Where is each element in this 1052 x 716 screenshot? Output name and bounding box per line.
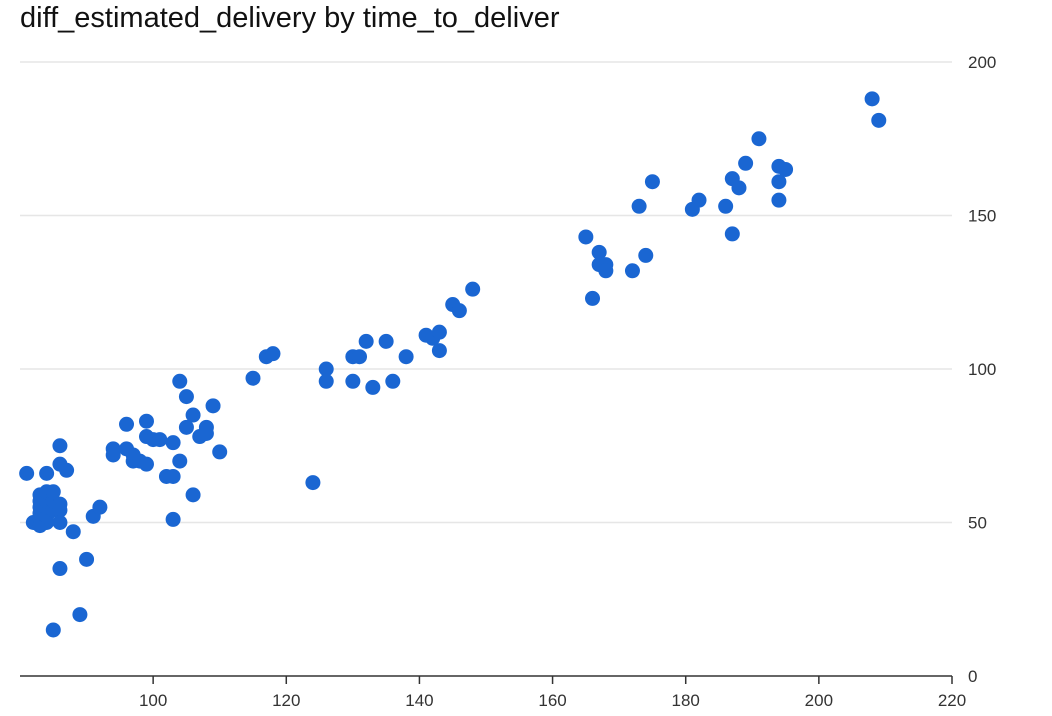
data-point [731, 180, 747, 196]
y-tick-label-0: 0 [968, 667, 977, 686]
data-point [205, 398, 221, 414]
data-point [165, 468, 181, 484]
data-point [598, 263, 614, 279]
data-point [644, 174, 660, 190]
data-point [59, 462, 75, 478]
y-axis-tick-labels: 0 50 100 150 200 [968, 53, 996, 686]
data-point [152, 432, 168, 448]
data-point [198, 425, 214, 441]
data-point [165, 435, 181, 451]
data-point [771, 174, 787, 190]
chart-title: diff_estimated_delivery by time_to_deliv… [20, 2, 560, 34]
data-point [52, 438, 68, 454]
data-point [352, 349, 368, 365]
data-points [19, 91, 887, 638]
data-point [105, 447, 121, 463]
data-point [178, 389, 194, 405]
data-point [431, 343, 447, 359]
data-point [431, 324, 447, 340]
x-tick-label-120: 120 [272, 691, 300, 710]
data-point [778, 161, 794, 177]
data-point [345, 373, 361, 389]
data-point [212, 444, 228, 460]
data-point [79, 551, 95, 567]
data-point [624, 263, 640, 279]
data-point [45, 484, 61, 500]
x-tick-label-100: 100 [139, 691, 167, 710]
data-point [691, 192, 707, 208]
data-point [318, 361, 334, 377]
gridlines [20, 61, 952, 524]
y-tick-label-50: 50 [968, 514, 987, 533]
data-point [638, 247, 654, 263]
data-point [465, 281, 481, 297]
data-point [178, 419, 194, 435]
data-point [138, 456, 154, 472]
data-point [585, 290, 601, 306]
x-tick-label-200: 200 [805, 691, 833, 710]
data-point [738, 155, 754, 171]
data-point [591, 244, 607, 260]
data-point [52, 515, 68, 530]
y-tick-label-200: 200 [968, 53, 996, 72]
data-point [305, 475, 321, 491]
data-point [119, 416, 135, 432]
data-point [52, 561, 68, 577]
data-point [39, 465, 55, 481]
data-point [72, 607, 88, 623]
x-tick-label-160: 160 [538, 691, 566, 710]
data-point [265, 346, 281, 362]
data-point [578, 229, 594, 245]
data-point [751, 131, 767, 147]
x-tick-label-140: 140 [405, 691, 433, 710]
x-axis [20, 675, 953, 684]
data-point [19, 465, 35, 481]
data-point [138, 413, 154, 429]
data-point [65, 524, 81, 540]
data-point [358, 333, 374, 349]
data-point [378, 333, 394, 349]
data-point [318, 373, 334, 389]
data-point [185, 487, 201, 503]
data-point [165, 511, 181, 527]
data-point [724, 226, 740, 242]
data-point [52, 502, 68, 518]
x-axis-tick-labels: 100 120 140 160 180 200 220 [139, 691, 966, 710]
x-tick-label-220: 220 [938, 691, 966, 710]
y-tick-label-100: 100 [968, 360, 996, 379]
data-point [718, 198, 734, 214]
data-point [365, 379, 381, 395]
data-point [631, 198, 647, 214]
y-tick-label-150: 150 [968, 207, 996, 226]
data-point [871, 112, 887, 128]
data-point [245, 370, 261, 386]
data-point [92, 499, 108, 515]
data-point [771, 192, 787, 208]
data-point [864, 91, 880, 107]
data-point [185, 407, 201, 423]
data-point [45, 622, 61, 638]
data-point [172, 453, 188, 469]
data-point [385, 373, 401, 389]
data-point [172, 373, 188, 389]
data-point [451, 303, 467, 319]
x-tick-label-180: 180 [672, 691, 700, 710]
data-point [398, 349, 414, 365]
